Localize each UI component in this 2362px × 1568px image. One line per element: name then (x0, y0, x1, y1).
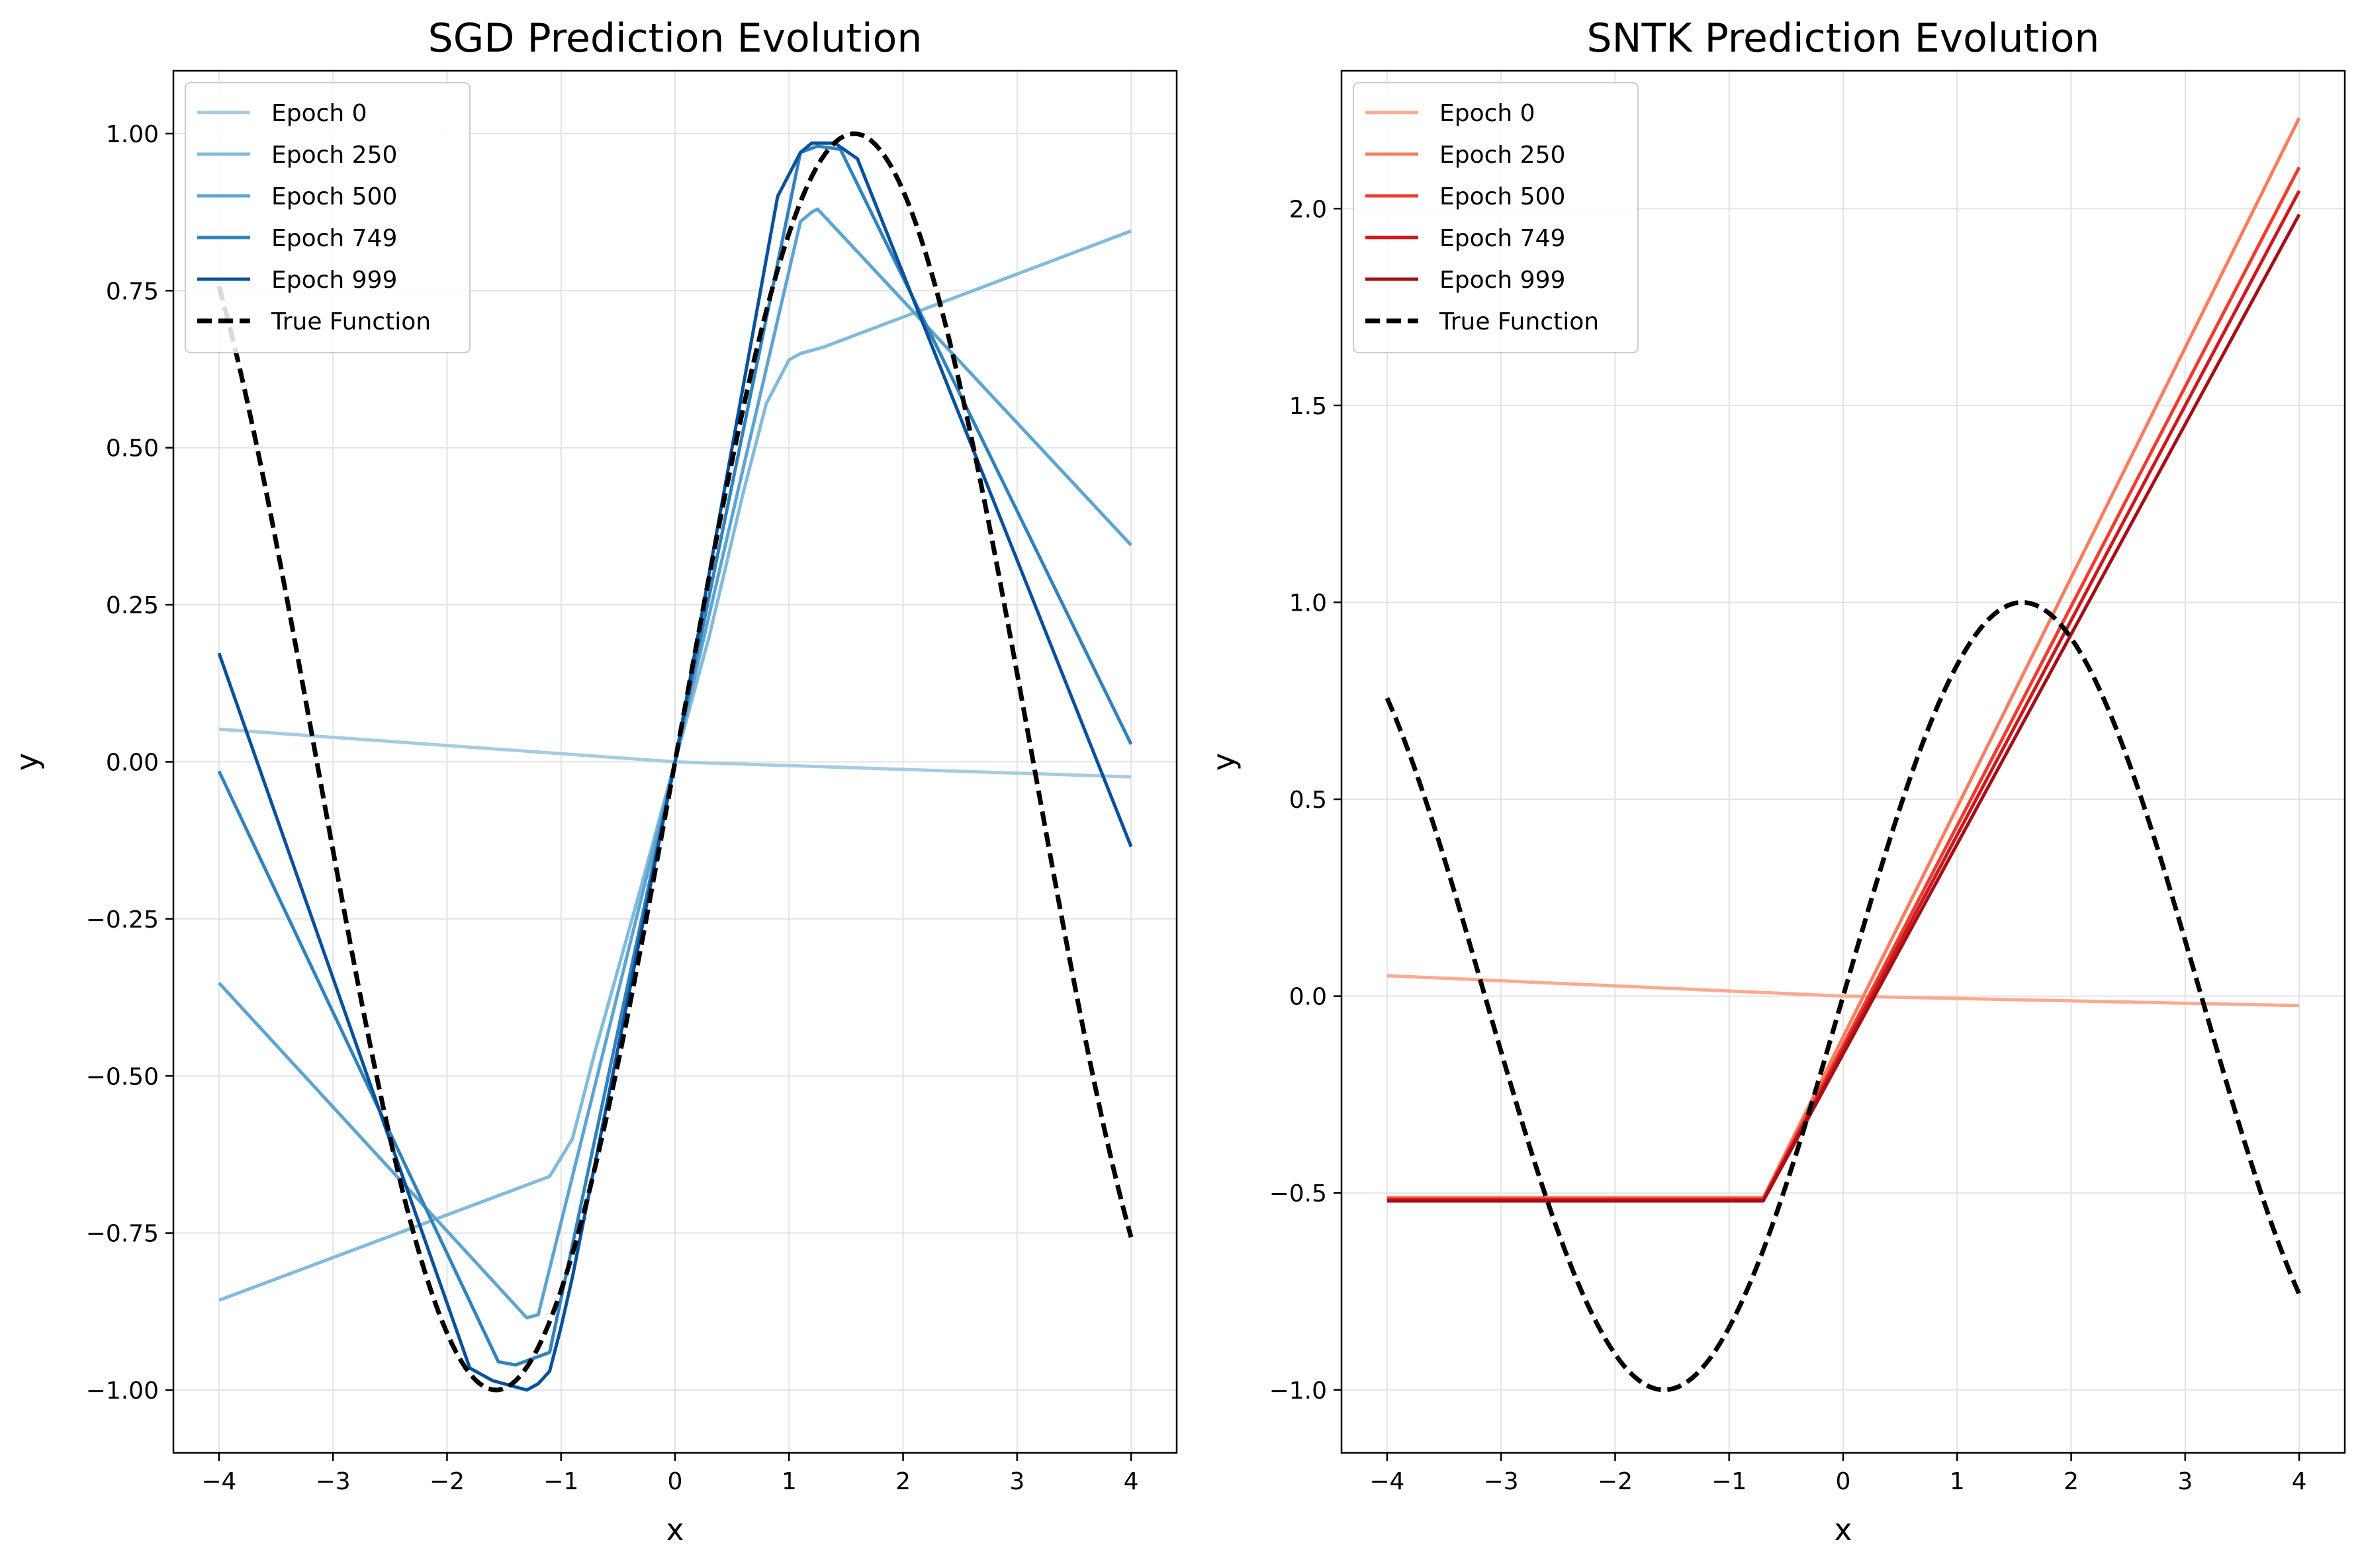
series-group (1385, 117, 2302, 1393)
y-tick-label: 0.5 (1289, 787, 1327, 814)
series-line-epoch-999 (1386, 214, 2301, 1203)
y-tick-label: −1.0 (1269, 1377, 1327, 1405)
y-tick-label: 0.50 (106, 435, 159, 462)
legend-label: Epoch 250 (271, 142, 397, 169)
y-tick-label: −0.50 (86, 1063, 159, 1090)
x-tick-label: −1 (1711, 1468, 1747, 1495)
legend-label: Epoch 0 (271, 100, 367, 127)
y-tick-label: 0.0 (1289, 984, 1327, 1011)
series-group (216, 131, 1134, 1393)
y-tick-label: 1.00 (106, 121, 159, 148)
x-tick-label: −3 (316, 1468, 351, 1495)
legend-label: Epoch 999 (271, 267, 397, 294)
x-tick-label: −2 (1598, 1468, 1633, 1495)
chart-panel-2: −4 −3 −2 −1 0 1 2 3 4 −1.0 −0.5 0.0 0.5 1.0 1.5 2.0 SNTK… (1206, 15, 2346, 1547)
legend-label: Epoch 500 (271, 183, 397, 210)
y-tick-label: −1.00 (86, 1377, 159, 1405)
x-tick-label: −4 (201, 1468, 236, 1495)
x-tick-label: 4 (2292, 1468, 2307, 1495)
series-line-epoch-250 (218, 229, 1132, 1302)
y-tick-label: 2.0 (1289, 196, 1327, 223)
x-axis-label: x (666, 1512, 684, 1547)
legend-box (1353, 82, 1639, 353)
y-tick-label: 0.25 (106, 592, 159, 619)
legend-label: Epoch 0 (1439, 100, 1535, 127)
y-tick-label: 0.00 (106, 750, 159, 777)
legend-label: True Function (1439, 308, 1599, 335)
y-tick-label: −0.25 (86, 906, 159, 934)
x-tick-label: 1 (1950, 1468, 1965, 1495)
legend: Epoch 0 Epoch 250 Epoch 500 Epoch 749 Epoch … (1353, 82, 1639, 353)
x-tick-label: −4 (1369, 1468, 1404, 1495)
x-tick-label: 1 (782, 1468, 797, 1495)
y-tick-label: 1.0 (1289, 589, 1327, 617)
chart-panel-1: −4 −3 −2 −1 0 1 2 3 4 −1.00 −0.75 −0.50 −0.25 0.00 0.2… (9, 15, 1178, 1547)
y-axis-label: y (9, 753, 45, 771)
legend-label: True Function (271, 308, 431, 335)
x-tick-label: 4 (1124, 1468, 1139, 1495)
legend-label: Epoch 250 (1439, 142, 1565, 169)
x-tick-label: −3 (1484, 1468, 1519, 1495)
x-tick-label: 2 (2064, 1468, 2079, 1495)
x-axis-label: x (1834, 1512, 1852, 1547)
y-tick-label: −0.75 (86, 1221, 159, 1248)
x-tick-label: 3 (1009, 1468, 1024, 1495)
legend-box (185, 82, 471, 353)
legend-label: Epoch 500 (1439, 183, 1565, 210)
chart-title: SGD Prediction Evolution (428, 15, 923, 62)
x-tick-label: 2 (895, 1468, 911, 1495)
chart-title: SNTK Prediction Evolution (1587, 15, 2100, 62)
x-tick-label: 0 (1836, 1468, 1851, 1495)
y-tick-label: −0.5 (1269, 1180, 1327, 1207)
series-line-epoch-999 (217, 141, 1133, 1392)
x-tick-label: 3 (2177, 1468, 2193, 1495)
legend-label: Epoch 999 (1439, 267, 1565, 294)
series-line-epoch-0 (1386, 974, 2300, 1008)
y-tick-label: 0.75 (106, 278, 159, 305)
x-tick-label: −2 (430, 1468, 465, 1495)
legend-label: Epoch 749 (1439, 225, 1565, 252)
legend-label: Epoch 749 (271, 225, 397, 252)
legend: Epoch 0 Epoch 250 Epoch 500 Epoch 749 Epoch … (185, 82, 471, 353)
series-line-epoch-500 (218, 207, 1132, 1320)
y-tick-label: 1.5 (1289, 393, 1327, 420)
x-tick-label: 0 (668, 1468, 683, 1495)
x-tick-label: −1 (543, 1468, 578, 1495)
series-line-true-function (1385, 600, 2302, 1393)
y-axis-label: y (1206, 753, 1242, 771)
